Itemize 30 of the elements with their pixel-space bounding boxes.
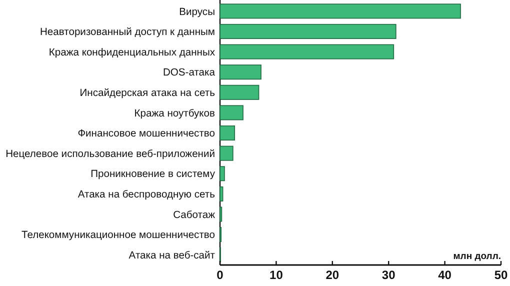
y-tick-label: Финансовое мошенничество: [78, 128, 216, 140]
bar: [220, 4, 461, 19]
bar: [220, 64, 262, 80]
bar: [220, 44, 394, 60]
y-tick-label: Кража ноутбуков: [134, 108, 216, 120]
y-tick-label: Атака на беспроводную сеть: [78, 190, 215, 201]
bar: [220, 166, 225, 182]
bar: [220, 105, 244, 120]
x-axis-title: млн долл.: [453, 251, 501, 262]
y-tick-label: Атака на веб-сайт: [128, 250, 216, 262]
y-tick-label: Инсайдерская атака на сеть: [80, 88, 215, 99]
x-tick-label: 0: [216, 268, 224, 282]
x-tick-label: 30: [382, 268, 396, 282]
bar: [220, 186, 224, 202]
x-tick-label: 40: [438, 268, 452, 282]
x-tick-label: 50: [494, 268, 508, 282]
y-tick-label: Нецелевое использование веб-приложений: [6, 148, 216, 160]
bar: [220, 125, 236, 141]
bar: [220, 24, 396, 39]
y-tick-label: Саботаж: [173, 210, 216, 221]
bar: [220, 146, 234, 161]
y-tick-label: Телекоммуникационное мошенничество: [21, 230, 216, 242]
x-tick-label: 20: [326, 268, 340, 282]
y-tick-label: Проникновение в систему: [90, 169, 216, 180]
y-tick-label: DOS-атака: [162, 68, 216, 79]
bar: [220, 84, 260, 100]
y-tick-label: Кража конфиденциальных данных: [48, 47, 216, 58]
y-tick-label: Вирусы: [179, 6, 215, 18]
y-tick-label: Неавторизованный доступ к данным: [40, 27, 215, 38]
x-tick-label: 10: [270, 268, 284, 282]
